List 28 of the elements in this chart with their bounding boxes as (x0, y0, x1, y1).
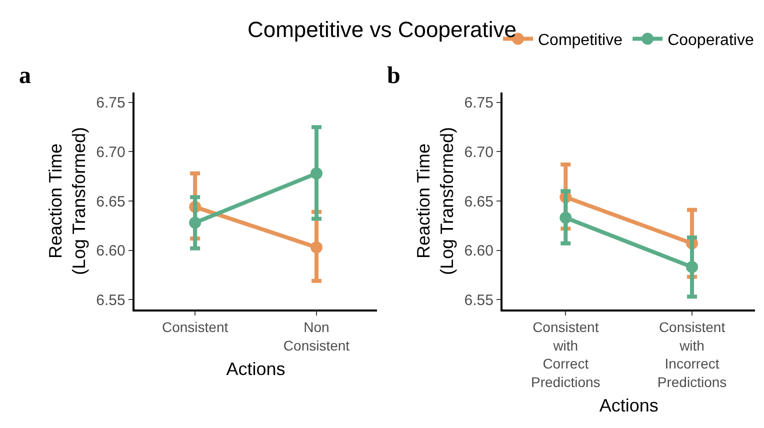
y-axis-title: Reaction Time (Log Transformed) (45, 126, 89, 276)
x-tick-label: Consistent (162, 319, 228, 336)
y-axis-title: Reaction Time (Log Transformed) (414, 126, 457, 276)
text: a (19, 63, 31, 89)
point (189, 216, 202, 229)
legend-label: Cooperative (668, 32, 754, 50)
y-tick-label: 6.65 (464, 193, 494, 210)
x-axis-title: Actions (226, 359, 286, 380)
point (310, 167, 323, 180)
y-tick-label: 6.55 (96, 292, 126, 309)
y-tick-label: 6.65 (96, 193, 126, 210)
point (686, 261, 698, 274)
y-tick-label: 6.70 (96, 144, 126, 161)
chart-title: Competitive vs Cooperative (247, 16, 517, 42)
y-tick-label: 6.60 (464, 242, 494, 260)
y-tick-label: 6.55 (464, 292, 494, 309)
x-tick-label: Consistent with Incorrect Predictions (657, 319, 727, 390)
x-tick-label: Non Consistent (283, 319, 350, 354)
x-tick-label: Consistent with Correct Predictions (531, 319, 600, 390)
point (560, 212, 572, 224)
y-tick-label: 6.70 (464, 144, 494, 161)
legend-label: Competitive (538, 32, 623, 50)
point (310, 241, 323, 254)
y-tick-label: 6.75 (464, 94, 494, 112)
y-tick-label: 6.75 (96, 94, 126, 112)
x-axis-title: Actions (599, 395, 658, 416)
y-tick-label: 6.60 (96, 242, 126, 260)
text: b (387, 63, 400, 89)
